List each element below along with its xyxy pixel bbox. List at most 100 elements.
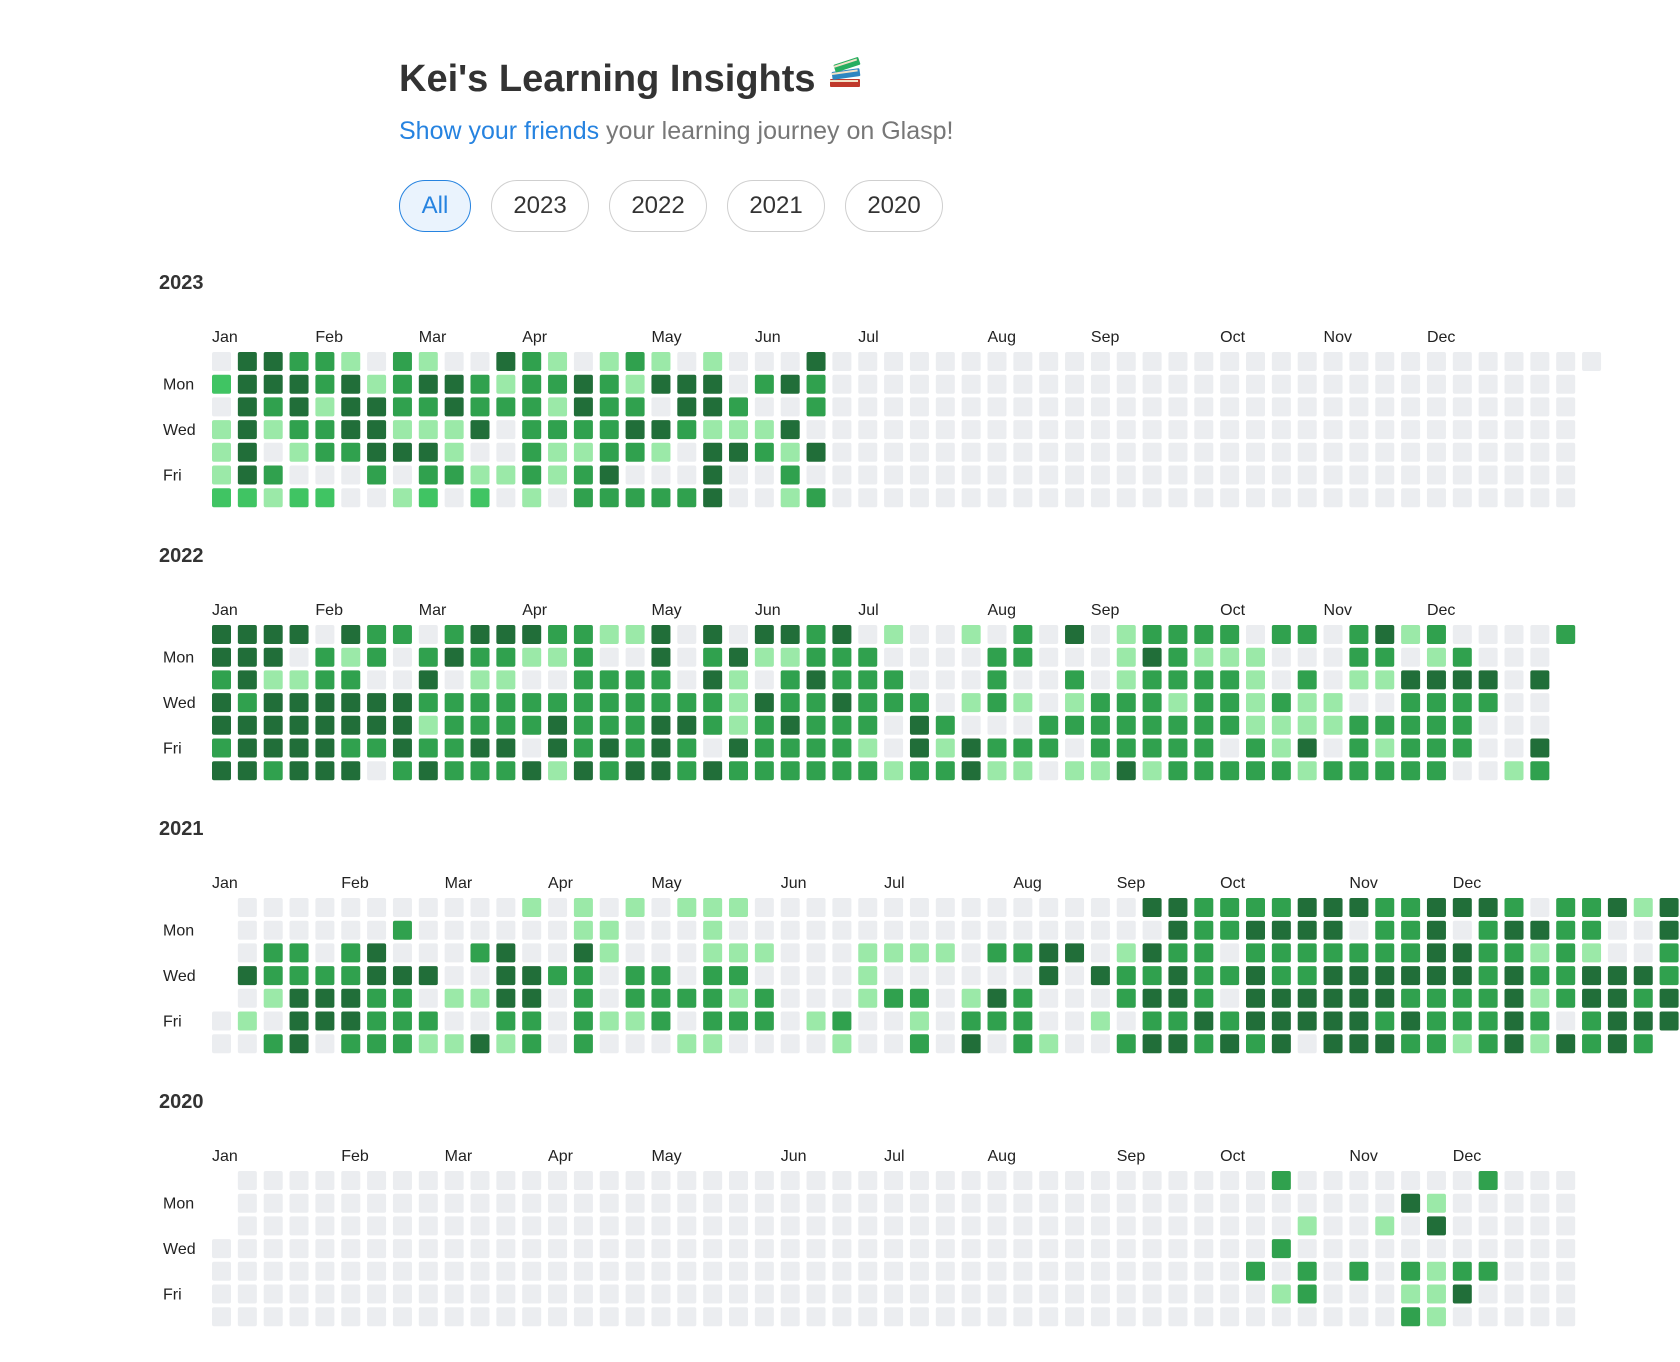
day-cell[interactable] — [1039, 397, 1059, 417]
day-cell[interactable] — [1194, 352, 1214, 371]
day-cell[interactable] — [703, 1284, 723, 1304]
day-cell[interactable] — [289, 920, 309, 940]
day-cell[interactable] — [548, 1261, 568, 1281]
day-cell[interactable] — [1116, 1193, 1136, 1213]
day-cell[interactable] — [237, 1239, 257, 1259]
day-cell[interactable] — [599, 420, 619, 440]
day-cell[interactable] — [754, 465, 774, 485]
day-cell[interactable] — [729, 465, 748, 485]
day-cell[interactable] — [754, 943, 774, 963]
day-cell[interactable] — [548, 374, 568, 394]
day-cell[interactable] — [470, 966, 490, 986]
day-cell[interactable] — [1297, 397, 1317, 417]
day-cell[interactable] — [1271, 647, 1291, 667]
day-cell[interactable] — [1297, 943, 1317, 963]
day-cell[interactable] — [1323, 1216, 1343, 1236]
day-cell[interactable] — [703, 1011, 723, 1031]
day-cell[interactable] — [729, 738, 748, 758]
day-cell[interactable] — [1246, 374, 1265, 394]
day-cell[interactable] — [1246, 1193, 1265, 1213]
day-cell[interactable] — [1246, 647, 1265, 667]
day-cell[interactable] — [1271, 670, 1291, 690]
day-cell[interactable] — [1607, 1034, 1627, 1054]
day-cell[interactable] — [289, 488, 309, 508]
day-cell[interactable] — [1065, 397, 1085, 417]
day-cell[interactable] — [1452, 465, 1472, 485]
day-cell[interactable] — [522, 715, 542, 735]
day-cell[interactable] — [625, 1307, 645, 1327]
day-cell[interactable] — [1401, 693, 1421, 713]
day-cell[interactable] — [1220, 966, 1240, 986]
day-cell[interactable] — [1556, 1216, 1576, 1236]
day-cell[interactable] — [780, 397, 800, 417]
day-cell[interactable] — [754, 352, 774, 371]
day-cell[interactable] — [1116, 1307, 1136, 1327]
day-cell[interactable] — [651, 1034, 671, 1054]
day-cell[interactable] — [237, 488, 257, 508]
day-cell[interactable] — [1142, 442, 1162, 462]
day-cell[interactable] — [806, 761, 826, 781]
day-cell[interactable] — [212, 465, 231, 485]
day-cell[interactable] — [909, 1011, 929, 1031]
day-cell[interactable] — [1426, 1216, 1446, 1236]
day-cell[interactable] — [1220, 1307, 1240, 1327]
day-cell[interactable] — [1297, 442, 1317, 462]
day-cell[interactable] — [1168, 442, 1188, 462]
day-cell[interactable] — [1065, 647, 1085, 667]
day-cell[interactable] — [212, 488, 231, 508]
day-cell[interactable] — [651, 397, 671, 417]
day-cell[interactable] — [496, 397, 516, 417]
day-cell[interactable] — [1504, 1284, 1524, 1304]
day-cell[interactable] — [496, 625, 516, 644]
day-cell[interactable] — [858, 488, 878, 508]
day-cell[interactable] — [522, 1239, 542, 1259]
day-cell[interactable] — [1375, 738, 1395, 758]
day-cell[interactable] — [418, 988, 438, 1008]
day-cell[interactable] — [987, 1011, 1007, 1031]
day-cell[interactable] — [1426, 738, 1446, 758]
day-cell[interactable] — [1065, 374, 1085, 394]
day-cell[interactable] — [315, 352, 335, 371]
day-cell[interactable] — [1401, 761, 1421, 781]
day-cell[interactable] — [470, 465, 490, 485]
day-cell[interactable] — [625, 1034, 645, 1054]
day-cell[interactable] — [341, 1239, 361, 1259]
day-cell[interactable] — [961, 647, 981, 667]
day-cell[interactable] — [884, 738, 904, 758]
day-cell[interactable] — [1452, 625, 1472, 644]
day-cell[interactable] — [651, 1216, 671, 1236]
day-cell[interactable] — [677, 420, 697, 440]
day-cell[interactable] — [806, 488, 826, 508]
day-cell[interactable] — [780, 1011, 800, 1031]
day-cell[interactable] — [573, 1034, 593, 1054]
day-cell[interactable] — [1013, 1171, 1033, 1190]
day-cell[interactable] — [548, 715, 568, 735]
day-cell[interactable] — [1375, 647, 1395, 667]
day-cell[interactable] — [1246, 352, 1265, 371]
day-cell[interactable] — [1065, 761, 1085, 781]
day-cell[interactable] — [315, 1239, 335, 1259]
day-cell[interactable] — [754, 647, 774, 667]
day-cell[interactable] — [1530, 1261, 1550, 1281]
day-cell[interactable] — [1504, 966, 1524, 986]
day-cell[interactable] — [987, 625, 1007, 644]
day-cell[interactable] — [367, 420, 387, 440]
day-cell[interactable] — [1530, 1284, 1550, 1304]
day-cell[interactable] — [1607, 943, 1627, 963]
day-cell[interactable] — [832, 920, 852, 940]
day-cell[interactable] — [1246, 693, 1265, 713]
day-cell[interactable] — [961, 670, 981, 690]
day-cell[interactable] — [237, 1034, 257, 1054]
day-cell[interactable] — [1323, 374, 1343, 394]
day-cell[interactable] — [884, 488, 904, 508]
day-cell[interactable] — [315, 465, 335, 485]
day-cell[interactable] — [548, 1011, 568, 1031]
day-cell[interactable] — [1401, 1284, 1421, 1304]
day-cell[interactable] — [961, 1307, 981, 1327]
day-cell[interactable] — [1556, 1011, 1576, 1031]
day-cell[interactable] — [1116, 352, 1136, 371]
day-cell[interactable] — [1401, 1011, 1421, 1031]
day-cell[interactable] — [858, 1011, 878, 1031]
day-cell[interactable] — [212, 1239, 231, 1259]
day-cell[interactable] — [858, 465, 878, 485]
